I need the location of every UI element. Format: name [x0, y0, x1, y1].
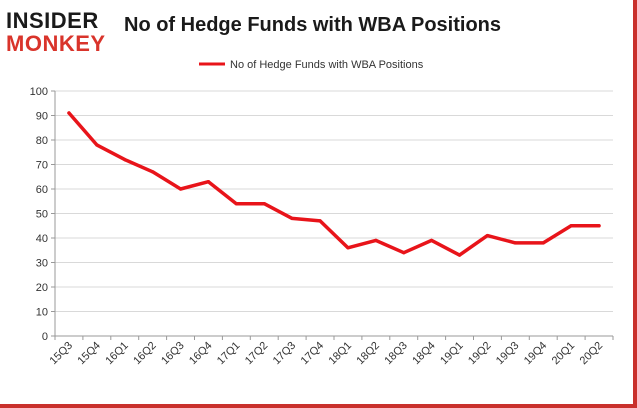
x-tick-label: 17Q1	[215, 340, 243, 368]
data-point	[430, 238, 434, 243]
data-point	[318, 219, 322, 223]
logo-text-line2: MONKEY	[6, 31, 106, 56]
x-tick-label: 18Q1	[327, 340, 355, 368]
data-point	[374, 238, 378, 243]
y-tick-label: 20	[36, 282, 48, 294]
series-line	[67, 111, 601, 257]
x-tick-label: 18Q2	[354, 340, 382, 368]
y-tick-label: 100	[30, 86, 48, 98]
series	[67, 111, 601, 257]
logo-text-line1: INSIDER	[6, 8, 99, 33]
x-tick-label: 17Q3	[271, 340, 299, 368]
frame-border-right	[633, 0, 637, 408]
x-axis-ticks: 15Q3 15Q4 16Q1 16Q2 16Q3 16Q4 17Q1 17Q2 17Q3 17Q4…	[48, 336, 614, 368]
x-tick-label: 20Q2	[578, 340, 606, 368]
data-point	[597, 224, 601, 228]
x-tick-label: 16Q1	[103, 340, 131, 368]
x-tick-label: 20Q1	[550, 340, 578, 368]
data-point	[234, 202, 238, 206]
frame-border-bottom	[0, 404, 637, 408]
y-tick-label: 80	[36, 135, 48, 147]
y-tick-label: 10	[36, 307, 48, 319]
x-tick-label: 18Q3	[382, 340, 410, 368]
data-point	[569, 224, 573, 228]
y-tick-label: 90	[36, 111, 48, 123]
x-tick-label: 15Q4	[75, 340, 103, 368]
data-point	[513, 241, 517, 245]
data-point	[67, 111, 71, 115]
x-tick-label: 17Q4	[299, 340, 327, 368]
data-point	[178, 187, 183, 191]
y-tick-label: 70	[36, 160, 48, 172]
data-point	[346, 246, 350, 250]
x-tick-label: 16Q2	[131, 340, 159, 368]
y-tick-label: 50	[36, 209, 48, 221]
x-tick-label: 15Q3	[48, 340, 76, 368]
data-point	[123, 158, 127, 162]
legend: No of Hedge Funds with WBA Positions	[199, 59, 424, 71]
x-tick-label: 17Q2	[243, 340, 271, 368]
x-tick-label: 18Q4	[410, 340, 438, 368]
legend-label: No of Hedge Funds with WBA Positions	[230, 59, 424, 71]
data-point	[457, 253, 462, 257]
data-point	[151, 170, 155, 174]
y-tick-label: 0	[42, 331, 48, 343]
data-point	[290, 216, 294, 220]
chart-title: No of Hedge Funds with WBA Positions	[124, 14, 502, 36]
y-tick-label: 30	[36, 258, 48, 270]
x-tick-label: 16Q4	[187, 340, 215, 368]
y-axis-ticks: 0 10 20 30 40 50 60 70 80 90 100	[30, 86, 55, 343]
x-tick-label: 19Q2	[466, 340, 494, 368]
grid	[55, 90, 613, 337]
y-tick-label: 60	[36, 184, 48, 196]
data-point	[95, 143, 99, 147]
data-point	[402, 251, 406, 255]
x-tick-label: 16Q3	[159, 340, 187, 368]
data-point	[485, 233, 490, 238]
x-tick-label: 19Q1	[438, 340, 466, 368]
x-tick-label: 19Q3	[494, 340, 522, 368]
x-tick-label: 19Q4	[522, 340, 550, 368]
data-point	[262, 202, 266, 206]
data-point	[206, 180, 211, 184]
insider-monkey-logo: INSIDER MONKEY	[6, 8, 118, 56]
y-tick-label: 40	[36, 233, 48, 245]
data-point	[541, 241, 545, 245]
